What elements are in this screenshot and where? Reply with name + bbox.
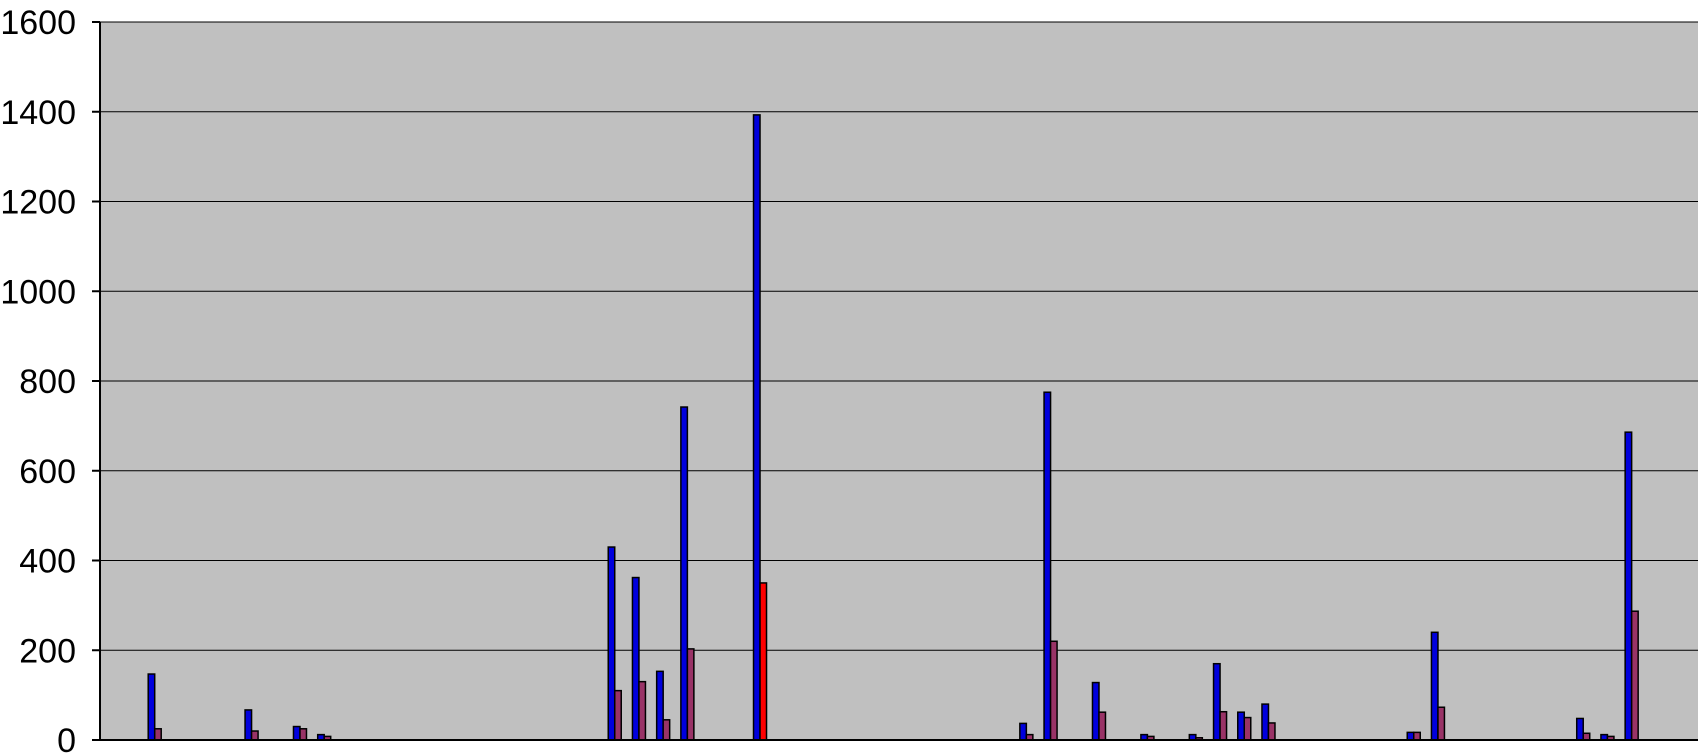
- bar-series-b: [1412, 731, 1421, 741]
- bar-series-a: [655, 670, 664, 741]
- bar-series-b: [638, 680, 647, 741]
- y-axis-ticks: 0 200 400 600 800 1000 1200 1400 1600: [0, 4, 100, 756]
- bar-series-b: [613, 689, 622, 741]
- bar-series-b: [759, 582, 768, 741]
- bar-series-a: [244, 709, 253, 741]
- bar-series-a: [607, 546, 616, 741]
- y-tick-label: 0: [57, 722, 76, 756]
- gridlines: [100, 21, 1698, 651]
- bar-series-b: [1243, 716, 1252, 741]
- bar-series-b: [250, 730, 259, 741]
- bar-series-b: [1630, 610, 1639, 741]
- y-tick-label: 400: [19, 543, 76, 581]
- y-tick-label: 800: [19, 363, 76, 401]
- bar-series-a: [1212, 662, 1221, 741]
- bar-series-a: [680, 406, 689, 741]
- y-tick-label: 200: [19, 632, 76, 670]
- bar-series-a: [1406, 731, 1415, 741]
- bar-series-b: [1098, 711, 1107, 741]
- bar-series-a: [1261, 703, 1270, 741]
- bar-series-b: [299, 728, 308, 741]
- bar-series-b: [1049, 640, 1058, 741]
- y-tick-label: 600: [19, 453, 76, 491]
- bar-series-b: [1437, 706, 1446, 741]
- bar-series-a: [147, 673, 156, 741]
- bar-series-a: [1091, 681, 1100, 741]
- bar-series-a: [1430, 631, 1439, 741]
- bar-series-b: [153, 728, 162, 741]
- bar-series-a: [1575, 717, 1584, 741]
- bar-series-a: [292, 725, 301, 741]
- bar-series-a: [1043, 391, 1052, 741]
- bar-series-a: [752, 114, 761, 741]
- y-tick-label: 1000: [0, 273, 76, 311]
- bar-series-b: [686, 648, 695, 741]
- bar-series-a: [1624, 431, 1633, 741]
- y-tick-label: 1600: [0, 4, 76, 42]
- bar-series-b: [662, 719, 671, 741]
- bar-series-b: [1219, 710, 1228, 741]
- y-tick-label: 1200: [0, 184, 76, 222]
- bar-series-a: [631, 576, 640, 741]
- bar-series-b: [1267, 722, 1276, 741]
- bar-series-b: [1582, 732, 1591, 741]
- y-tick-label: 1400: [0, 94, 76, 132]
- bar-series-a: [1019, 722, 1028, 741]
- bar-series-a: [1237, 711, 1246, 741]
